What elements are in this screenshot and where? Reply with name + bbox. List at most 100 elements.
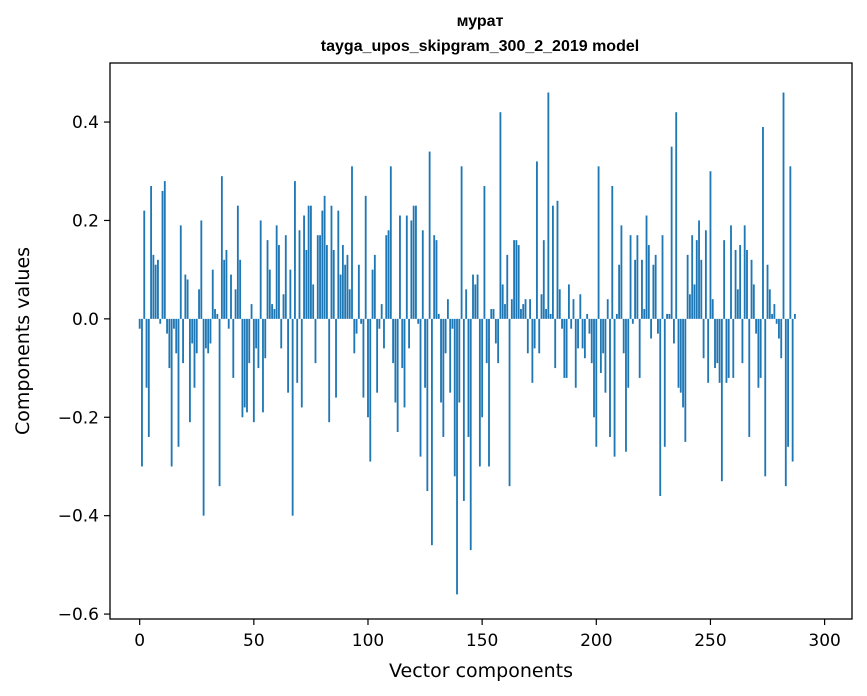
bar-206	[609, 318, 611, 437]
bar-232	[668, 313, 671, 319]
bar-215	[629, 235, 632, 319]
bar-107	[383, 318, 385, 349]
bar-130	[435, 240, 438, 319]
bar-44	[239, 259, 242, 319]
x-axis-label: Vector components	[389, 660, 573, 682]
bar-191	[574, 318, 577, 388]
bar-145	[469, 318, 472, 551]
bar-103	[373, 254, 376, 319]
bar-132	[440, 318, 442, 403]
bar-104	[376, 318, 379, 393]
bar-150	[481, 318, 484, 418]
bar-251	[711, 299, 714, 319]
bar-286	[791, 318, 794, 462]
bar-128	[431, 318, 433, 546]
bar-144	[467, 318, 470, 437]
bar-43	[236, 205, 239, 319]
bar-75	[310, 205, 312, 319]
bar-210	[618, 264, 621, 319]
bar-87	[337, 210, 340, 319]
bar-74	[307, 205, 310, 319]
bar-135	[446, 299, 449, 319]
bar-91	[346, 254, 349, 319]
bar-189	[570, 318, 573, 329]
bar-124	[421, 230, 424, 319]
bar-246	[700, 259, 703, 319]
bar-33	[214, 309, 216, 319]
bar-243	[693, 284, 696, 319]
bar-95	[355, 318, 358, 334]
bar-119	[410, 220, 413, 319]
bar-273	[762, 126, 764, 319]
y-axis-label: Components values	[12, 247, 34, 435]
bar-134	[444, 318, 447, 354]
bar-58	[271, 304, 274, 319]
bar-211	[620, 225, 623, 319]
bar-31	[209, 318, 212, 344]
bar-140	[458, 318, 461, 403]
bar-221	[643, 309, 646, 319]
y-tick-label: 0.0	[72, 310, 99, 330]
bar-131	[437, 313, 440, 319]
bar-223	[647, 245, 650, 319]
bar-122	[417, 318, 420, 324]
bar-16	[175, 318, 178, 354]
bar-165	[515, 240, 518, 319]
bar-216	[631, 318, 634, 324]
bar-156	[494, 318, 497, 344]
bar-263	[739, 245, 742, 319]
bar-241	[688, 294, 691, 319]
bar-275	[766, 264, 769, 319]
bar-158	[499, 112, 502, 319]
bar-9	[159, 318, 162, 324]
bar-46	[243, 318, 246, 408]
bar-24	[193, 318, 196, 388]
x-tick-label: 150	[466, 631, 498, 651]
bar-121	[415, 205, 417, 319]
bar-257	[725, 318, 728, 383]
bar-99	[364, 195, 367, 319]
bar-101	[369, 318, 372, 462]
bar-213	[625, 318, 627, 452]
bar-252	[714, 318, 716, 369]
y-tick-label: 0.2	[72, 211, 99, 231]
bar-7	[154, 264, 157, 319]
bar-155	[492, 309, 495, 319]
bar-15	[173, 318, 175, 329]
bar-238	[682, 318, 684, 408]
bar-70	[298, 230, 301, 319]
bar-127	[428, 151, 431, 319]
bar-256	[723, 240, 726, 319]
bar-169	[524, 299, 527, 319]
bar-151	[483, 186, 486, 319]
bar-239	[684, 318, 687, 442]
bar-111	[392, 318, 395, 364]
bar-88	[339, 274, 342, 319]
bar-126	[426, 318, 429, 492]
bar-123	[419, 318, 422, 457]
x-tick-label: 300	[808, 631, 840, 651]
bar-85	[332, 249, 335, 319]
chart-subtitle: tayga_upos_skipgram_300_2_2019 model	[321, 38, 639, 55]
bar-118	[408, 318, 410, 349]
y-tick-label: −0.2	[58, 408, 99, 428]
bar-198	[590, 318, 593, 364]
bar-192	[577, 318, 579, 349]
bar-116	[403, 318, 406, 408]
bar-160	[504, 304, 506, 319]
bar-97	[360, 318, 363, 324]
bar-114	[399, 215, 401, 319]
bar-136	[449, 318, 452, 393]
bar-142	[462, 318, 465, 501]
bar-23	[191, 318, 194, 344]
bar-47	[246, 318, 248, 413]
bar-57	[268, 269, 271, 319]
bar-186	[563, 318, 566, 378]
bar-30	[207, 318, 210, 354]
bar-79	[319, 235, 321, 319]
bar-83	[328, 318, 331, 423]
x-tick-label: 100	[352, 631, 384, 651]
bar-272	[759, 318, 762, 378]
bar-147	[474, 284, 477, 319]
